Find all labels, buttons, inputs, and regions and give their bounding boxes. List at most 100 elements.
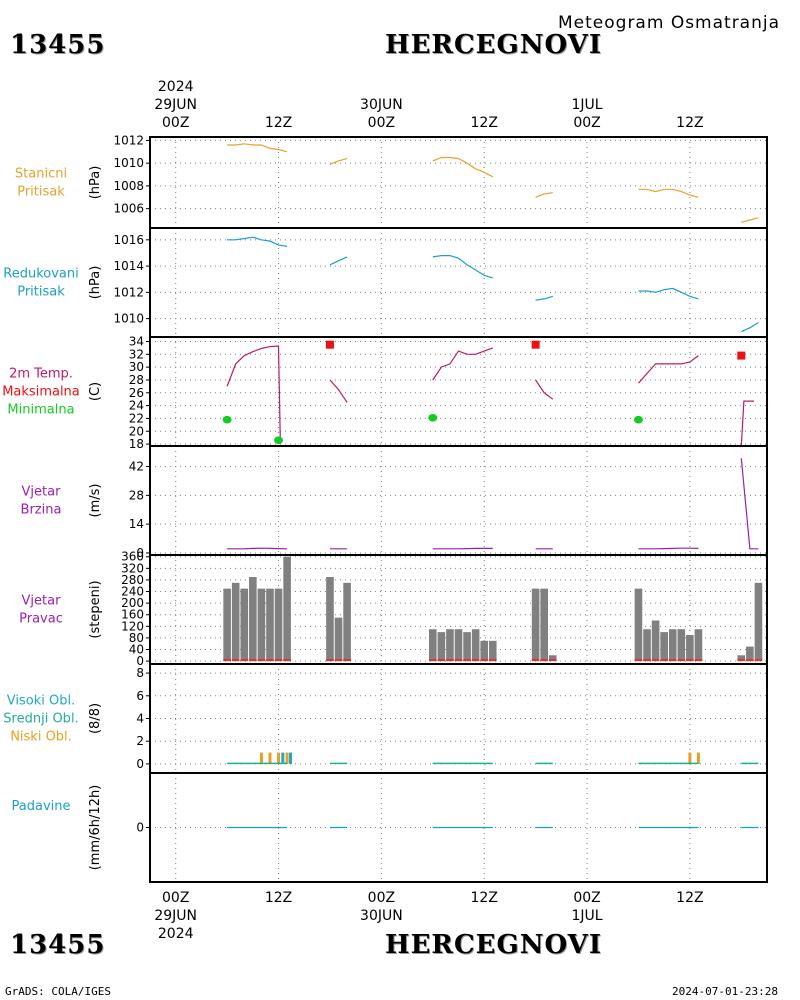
panel-wind_dir-ytick-label: 80 [129, 631, 144, 645]
panel-wind_dir-bar-base [480, 659, 489, 662]
panel-wind_dir-bar-base [651, 659, 660, 662]
panel-pressure-ytick-label: 1010 [113, 156, 144, 170]
panel-wind_dir-bar [686, 635, 694, 662]
panel-reduced-ytick-label: 1016 [113, 233, 144, 247]
panel-clouds-ytick-label: 6 [136, 689, 144, 703]
panel-pressure-legend-0: Stanicni [15, 167, 67, 182]
panel-wind_dir-bar-base [746, 659, 754, 662]
panel-temperature-ytick-label: 20 [129, 424, 144, 438]
panel-reduced-series-line [741, 322, 759, 333]
panel-wind_dir-bar [480, 640, 489, 662]
time-label-hour-top: 00Z [368, 115, 395, 131]
panel-temperature-series-line [432, 347, 494, 381]
station-id-top: 13455 [10, 30, 106, 60]
panel-wind_dir-bar-base [343, 659, 351, 662]
panel-wind_dir-bar-base [326, 659, 334, 662]
panel-wind_dir-ytick-label: 160 [121, 608, 144, 622]
time-label-date-bottom: 29JUN [154, 908, 197, 924]
panel-wind_dir-bar-base [454, 659, 463, 662]
panel-wind_dir-bar-base [249, 659, 257, 662]
panel-wind_speed-frame [149, 445, 768, 556]
panel-wind_speed-ytick-label: 42 [129, 460, 144, 474]
panel-reduced-legend-1: Pritisak [17, 285, 65, 300]
panel-wind_dir-bar-base [540, 659, 548, 662]
panel-wind_speed-ytick-label: 14 [129, 517, 144, 531]
panel-wind_dir-bar [249, 577, 257, 662]
time-label-hour-top: 12Z [676, 115, 703, 131]
panel-clouds-bar [277, 752, 281, 764]
panel-pressure-series-line [741, 217, 759, 223]
panel-wind_speed-series-line [227, 547, 288, 550]
panel-temperature-ytick-label: 22 [129, 411, 144, 425]
panel-wind_dir-bar [668, 629, 677, 662]
panel-wind_dir-legend-0: Vjetar [22, 594, 62, 609]
panel-wind_dir-ytick-label: 40 [129, 643, 144, 657]
time-label-hour-top: 12Z [265, 115, 292, 131]
panel-clouds-legend-0: Visoki Obl. [7, 694, 75, 709]
panel-temperature-tmin-marker [274, 436, 284, 445]
panel-pressure-ytick-label: 1008 [113, 179, 144, 193]
time-label-date-bottom: 1JUL [571, 908, 602, 924]
panel-wind_dir-bar-base [686, 659, 694, 662]
panel-clouds-bar [289, 752, 293, 764]
panel-wind_speed-ytick-label: 28 [129, 488, 144, 502]
panel-clouds-ytick-label: 2 [136, 734, 144, 748]
panel-wind_dir-bar-base [257, 659, 266, 662]
panel-reduced-series-line [227, 236, 288, 247]
panel-wind_speed-series-line [740, 458, 759, 550]
panel-wind_dir-bar-base [694, 659, 703, 662]
panel-pressure-ytick-label: 1006 [113, 202, 144, 216]
panel-wind_dir-bar [754, 582, 763, 662]
panel-reduced-series-line [535, 295, 553, 301]
panel-wind_dir-ytick-label: 280 [121, 573, 144, 587]
panel-temperature-ytick-label: 24 [129, 399, 144, 413]
panel-wind_dir-bar [266, 588, 274, 662]
panel-clouds-unit-label: (8/8) [88, 703, 103, 734]
time-label-hour-bottom: 00Z [368, 890, 395, 906]
panel-pressure-series-line [535, 192, 553, 198]
panel-wind_dir-bar-base [643, 659, 651, 662]
station-name-bottom: HERCEGNOVI [385, 930, 602, 960]
panel-wind_speed-ytick-label: 0 [136, 546, 144, 560]
time-label-hour-bottom: 00Z [573, 890, 600, 906]
panel-temperature-ytick-label: 26 [129, 386, 144, 400]
panel-wind_dir-bar [454, 629, 463, 662]
panel-wind_dir-bar-base [660, 659, 668, 662]
panel-wind_dir-bar [694, 629, 703, 662]
panel-wind_dir-bar [223, 588, 231, 662]
panel-wind_dir-bar-base [283, 659, 291, 662]
panel-wind_dir-bar [651, 620, 660, 662]
panel-pressure-series-line [432, 156, 494, 178]
panel-wind_dir-bar-base [437, 659, 446, 662]
panel-wind_dir-bar-base [274, 659, 283, 662]
panel-wind_speed-legend-0: Vjetar [22, 485, 62, 500]
panel-wind_dir-bar [531, 588, 540, 662]
panel-precip-legend-0: Padavine [12, 799, 71, 814]
panel-wind_dir-bar-base [231, 659, 240, 662]
panel-temperature-series-line [740, 400, 755, 447]
panel-clouds-frame [149, 663, 768, 774]
station-id-bottom: 13455 [10, 930, 106, 960]
panel-wind_dir-ytick-label: 120 [121, 619, 144, 633]
panel-wind_dir-bar [643, 629, 651, 662]
panel-wind_dir-bar-base [737, 659, 746, 662]
panel-pressure-frame [149, 136, 768, 229]
panel-wind_dir-bar-base [446, 659, 454, 662]
panel-temperature-frame [149, 336, 768, 447]
generation-timestamp: 2024-07-01-23:28 [672, 985, 778, 998]
panel-wind_dir-bar [257, 588, 266, 662]
panel-wind_dir-bar-base [531, 659, 540, 662]
panel-precip-ytick-label: 0 [136, 821, 144, 835]
panel-temperature-ytick-label: 30 [129, 360, 144, 374]
panel-reduced-series-line [329, 256, 348, 266]
station-name-top: HERCEGNOVI [385, 30, 602, 60]
panel-wind_speed-series-line [638, 547, 699, 550]
panel-clouds-bar [268, 752, 272, 764]
panel-clouds-legend-1: Srednji Obl. [3, 712, 78, 727]
panel-wind_dir-bar [334, 617, 343, 662]
panel-precip-frame [149, 772, 768, 883]
panel-wind_dir-bar-base [471, 659, 480, 662]
panel-temperature-series-line [329, 379, 348, 403]
panel-wind_dir-bar [231, 582, 240, 662]
